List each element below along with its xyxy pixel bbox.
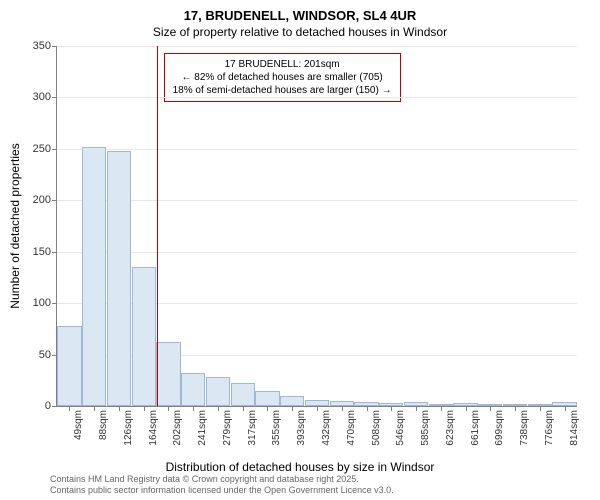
x-tick-label: 585sqm <box>420 406 431 446</box>
x-tick-mark <box>490 406 491 411</box>
y-tick-label: 100 <box>21 297 57 309</box>
x-tick-label: 432sqm <box>321 406 332 446</box>
annotation-line2: ← 82% of detached houses are smaller (70… <box>173 71 392 84</box>
x-tick-mark <box>69 406 70 411</box>
x-tick-label: 317sqm <box>247 406 258 446</box>
x-tick-label: 279sqm <box>222 406 233 446</box>
x-tick-label: 164sqm <box>148 406 159 446</box>
annotation-box: 17 BRUDENELL: 201sqm ← 82% of detached h… <box>164 53 401 102</box>
histogram-bar <box>132 267 156 406</box>
x-tick-label: 738sqm <box>519 406 530 446</box>
histogram-bar <box>57 326 81 406</box>
x-tick-mark <box>119 406 120 411</box>
x-tick-mark <box>218 406 219 411</box>
histogram-bar <box>156 342 180 406</box>
x-tick-mark <box>416 406 417 411</box>
x-tick-label: 202sqm <box>172 406 183 446</box>
x-tick-label: 814sqm <box>569 406 580 446</box>
gridline <box>57 97 577 98</box>
x-tick-mark <box>466 406 467 411</box>
x-tick-mark <box>441 406 442 411</box>
x-tick-mark <box>317 406 318 411</box>
x-tick-mark <box>243 406 244 411</box>
x-tick-label: 776sqm <box>544 406 555 446</box>
x-tick-label: 546sqm <box>395 406 406 446</box>
y-axis-label: Number of detached properties <box>8 143 22 308</box>
x-tick-label: 470sqm <box>346 406 357 446</box>
x-tick-mark <box>342 406 343 411</box>
histogram-bar <box>255 391 279 406</box>
y-tick-label: 350 <box>21 40 57 52</box>
x-tick-mark <box>367 406 368 411</box>
x-tick-mark <box>267 406 268 411</box>
histogram-bar <box>280 396 304 406</box>
x-tick-label: 661sqm <box>470 406 481 446</box>
gridline <box>57 46 577 47</box>
y-tick-label: 0 <box>21 400 57 412</box>
histogram-bar <box>231 383 255 406</box>
histogram-bar <box>181 373 205 406</box>
footer-attribution: Contains HM Land Registry data © Crown c… <box>50 474 394 496</box>
x-tick-mark <box>515 406 516 411</box>
x-tick-mark <box>540 406 541 411</box>
x-tick-label: 623sqm <box>445 406 456 446</box>
gridline <box>57 200 577 201</box>
x-tick-label: 508sqm <box>371 406 382 446</box>
gridline <box>57 149 577 150</box>
annotation-line3: 18% of semi-detached houses are larger (… <box>173 84 392 97</box>
x-tick-mark <box>94 406 95 411</box>
y-tick-label: 50 <box>21 349 57 361</box>
x-tick-label: 126sqm <box>123 406 134 446</box>
x-tick-label: 699sqm <box>494 406 505 446</box>
x-axis-label: Distribution of detached houses by size … <box>166 460 435 474</box>
x-tick-mark <box>193 406 194 411</box>
chart-title: 17, BRUDENELL, WINDSOR, SL4 4UR <box>0 0 600 23</box>
histogram-bar <box>82 147 106 406</box>
y-tick-label: 300 <box>21 91 57 103</box>
y-tick-label: 150 <box>21 246 57 258</box>
x-tick-mark <box>391 406 392 411</box>
y-tick-label: 250 <box>21 143 57 155</box>
x-tick-label: 241sqm <box>197 406 208 446</box>
histogram-bar <box>206 377 230 406</box>
chart-container: 17, BRUDENELL, WINDSOR, SL4 4UR Size of … <box>0 0 600 500</box>
x-tick-label: 355sqm <box>271 406 282 446</box>
x-tick-label: 393sqm <box>296 406 307 446</box>
chart-subtitle: Size of property relative to detached ho… <box>0 25 600 39</box>
footer-line2: Contains public sector information licen… <box>50 485 394 496</box>
chart-plot-area: 17 BRUDENELL: 201sqm ← 82% of detached h… <box>56 46 577 407</box>
x-tick-mark <box>565 406 566 411</box>
x-tick-mark <box>144 406 145 411</box>
y-tick-label: 200 <box>21 194 57 206</box>
reference-line <box>157 46 158 406</box>
x-tick-mark <box>292 406 293 411</box>
x-tick-label: 49sqm <box>73 406 84 440</box>
x-tick-label: 88sqm <box>98 406 109 440</box>
histogram-bar <box>107 151 131 406</box>
annotation-line1: 17 BRUDENELL: 201sqm <box>173 58 392 71</box>
footer-line1: Contains HM Land Registry data © Crown c… <box>50 474 394 485</box>
x-tick-mark <box>168 406 169 411</box>
gridline <box>57 252 577 253</box>
